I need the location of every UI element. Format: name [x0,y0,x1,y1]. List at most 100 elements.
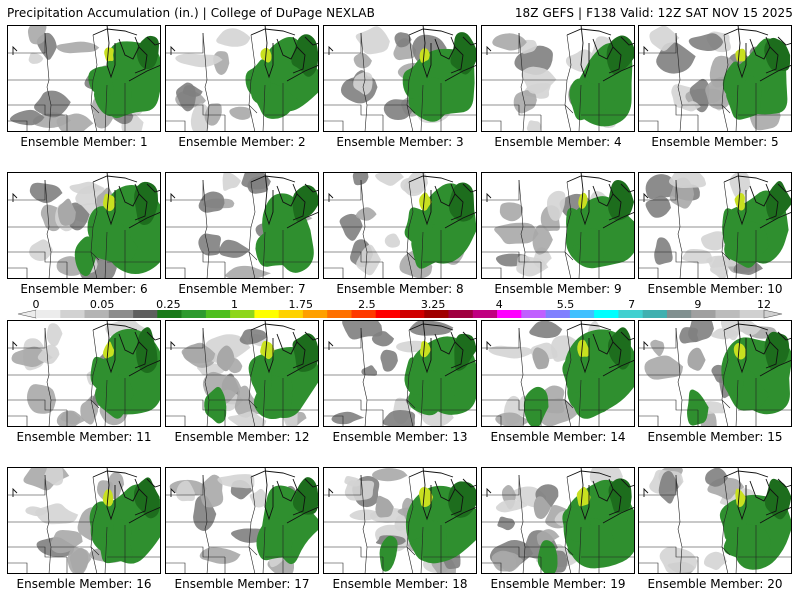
colorbar-tick-label: 0.25 [156,298,181,311]
precip-colorbar [17,309,783,319]
ensemble-member-caption: Ensemble Member: 16 [16,577,152,591]
ensemble-member-caption: Ensemble Member: 5 [651,135,779,149]
precip-map [7,467,161,574]
ensemble-member-map [481,25,635,132]
precip-map [7,25,161,132]
ensemble-member-map [7,25,161,132]
colorbar-swatch [472,310,498,318]
ensemble-member-map [165,25,319,132]
ensemble-member-caption: Ensemble Member: 6 [20,282,148,296]
colorbar-tick-label: 1.75 [288,298,313,311]
precip-map [165,467,319,574]
colorbar-swatch [521,310,546,318]
ensemble-member-map [638,25,792,132]
colorbar-tick-label: 3.25 [420,298,446,311]
colorbar-tick-label: 2.5 [358,298,376,311]
ensemble-member-map [165,320,319,427]
ensemble-member-caption: Ensemble Member: 8 [336,282,464,296]
ensemble-member-caption: Ensemble Member: 13 [332,430,468,444]
ensemble-member-map [7,172,161,279]
colorbar-swatch [205,310,231,318]
ensemble-member-caption: Ensemble Member: 3 [336,135,464,149]
ensemble-member-map [638,467,792,574]
precip-map [165,320,319,427]
colorbar-swatch [545,310,571,318]
colorbar-tick-label: 5.5 [556,298,575,311]
precip-map [323,25,477,132]
precip-map [7,172,161,279]
ensemble-member-caption: Ensemble Member: 10 [647,282,783,296]
colorbar-arrow-left [17,309,37,319]
colorbar-swatch [691,310,716,318]
colorbar-swatch [569,310,595,318]
precip-map [638,467,792,574]
ensemble-member-map [481,467,635,574]
colorbar-swatch [133,310,158,318]
precip-map [638,320,792,427]
precip-map [7,320,161,427]
colorbar-swatch [278,310,304,318]
colorbar-swatch [618,310,643,318]
colorbar-swatch [594,310,619,318]
chart-title: Precipitation Accumulation (in.) | Colle… [7,6,375,20]
ensemble-member-caption: Ensemble Member: 14 [490,430,626,444]
ensemble-member-caption: Ensemble Member: 9 [494,282,622,296]
ensemble-member-caption: Ensemble Member: 12 [174,430,310,444]
ensemble-member-caption: Ensemble Member: 4 [494,135,622,149]
precip-map [638,172,792,279]
ensemble-member-map [638,320,792,427]
colorbar-tick-label: 7 [628,298,636,311]
colorbar-tick-label: 12 [757,298,771,311]
colorbar-swatch [715,310,741,318]
ensemble-member-map [323,25,477,132]
precip-map [481,320,635,427]
colorbar-swatch [424,310,449,318]
ensemble-member-map [323,320,477,427]
colorbar-tick-label: 9 [694,298,702,311]
precip-map [165,172,319,279]
colorbar-swatch [36,310,61,318]
ensemble-member-map [323,172,477,279]
precip-map [481,25,635,132]
colorbar-swatch [108,310,134,318]
precip-map [323,172,477,279]
ensemble-member-caption: Ensemble Member: 11 [16,430,152,444]
colorbar-tick-label: 0 [32,298,40,311]
ensemble-member-map [638,172,792,279]
ensemble-member-caption: Ensemble Member: 2 [178,135,306,149]
colorbar-swatch [642,310,668,318]
colorbar-swatch [448,310,474,318]
colorbar-tick-label: 0.05 [89,298,115,311]
precip-map [165,25,319,132]
ensemble-member-map [481,172,635,279]
colorbar-swatch [327,310,352,318]
colorbar-swatch [60,310,85,318]
ensemble-member-map [165,467,319,574]
ensemble-member-caption: Ensemble Member: 15 [647,430,783,444]
ensemble-member-caption: Ensemble Member: 20 [647,577,783,591]
ensemble-member-caption: Ensemble Member: 19 [490,577,626,591]
model-valid-time: 18Z GEFS | F138 Valid: 12Z SAT NOV 15 20… [514,6,793,20]
colorbar-swatch [375,310,401,318]
colorbar-swatch [230,310,255,318]
precip-map [481,467,635,574]
colorbar-tick-label: 4 [495,298,503,311]
ensemble-member-caption: Ensemble Member: 18 [332,577,468,591]
colorbar-swatch [157,310,182,318]
ensemble-member-map [323,467,477,574]
colorbar-swatch [181,310,207,318]
precip-map [481,172,635,279]
colorbar-swatch [84,310,110,318]
colorbar-swatch [254,310,279,318]
colorbar-swatch [497,310,522,318]
ensemble-member-caption: Ensemble Member: 1 [20,135,148,149]
ensemble-member-caption: Ensemble Member: 7 [178,282,306,296]
colorbar-swatch [739,310,765,318]
precip-map [323,467,477,574]
colorbar-swatch [351,310,377,318]
ensemble-member-caption: Ensemble Member: 17 [174,577,310,591]
colorbar-swatch [302,310,328,318]
ensemble-member-map [7,320,161,427]
colorbar-tick-label: 1 [231,298,239,311]
colorbar-swatch [400,310,425,318]
